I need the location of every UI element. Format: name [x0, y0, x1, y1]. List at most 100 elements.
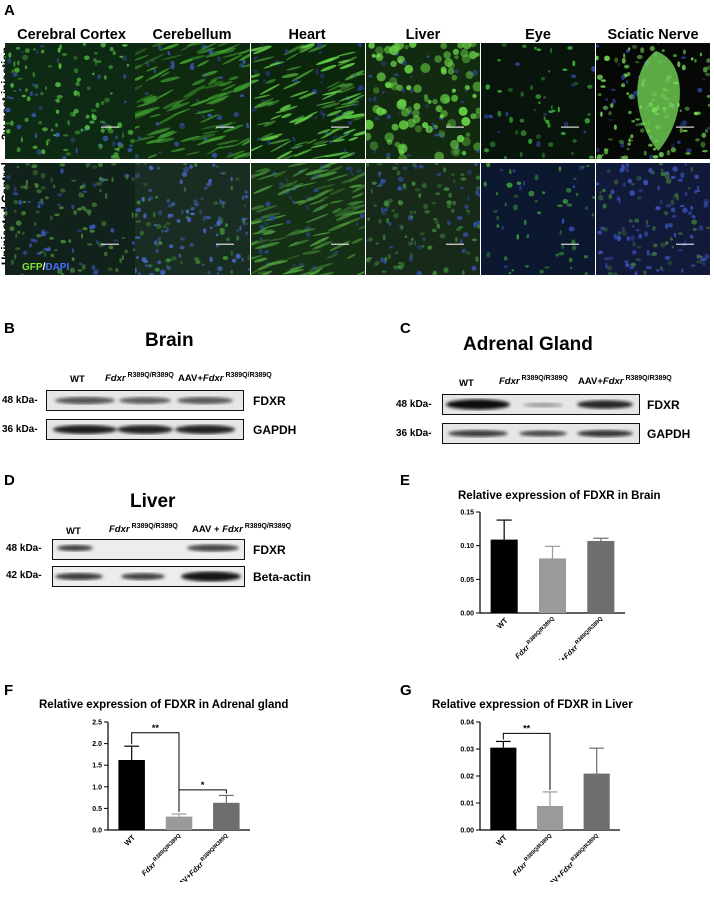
micrograph-tile	[251, 43, 365, 159]
chart-f-ytick-label: 1.0	[92, 784, 102, 791]
panel-label-b: B	[4, 320, 15, 337]
adrenal-fdxr-bands	[446, 399, 633, 410]
stain-separator: /	[42, 262, 46, 273]
micrograph-tile	[251, 163, 365, 275]
liver-kda-beta-actin: 42 kDa-	[6, 570, 42, 581]
adrenal-gapdh-bands	[448, 430, 633, 437]
chart-g-category-label: WT	[494, 833, 509, 848]
chart-f-bar	[118, 760, 145, 830]
liver-lane-aav: AAV + Fdxr R389Q/R389Q	[192, 523, 292, 536]
micrograph-tile	[481, 43, 595, 159]
blot-title-brain: Brain	[145, 330, 194, 351]
panel-label-g: G	[400, 682, 412, 699]
micrograph-tile	[5, 43, 135, 159]
liver-lane-mutant: Fdxr R389Q/R389Q	[109, 523, 178, 536]
brain-kda-gapdh: 36 kDa-	[2, 424, 38, 435]
chart-e-category-label: AAV+Fdxr R389Q/R389Q	[548, 616, 607, 660]
chart-f-bar	[165, 816, 193, 830]
chart-e-ytick-label: 0.10	[460, 543, 474, 550]
adrenal-kda-fdxr: 48 kDa-	[396, 399, 432, 410]
stain-gfp: GFP	[22, 262, 43, 273]
micrograph-tile	[5, 163, 135, 275]
brain-fdxr-bands	[55, 396, 233, 405]
panel-label-d: D	[4, 472, 15, 489]
chart-f-category-label: AAV+Fdxr R389Q/R389Q	[173, 833, 232, 882]
blot-title-adrenal-gland: Adrenal Gland	[463, 334, 593, 355]
chart-e-title: Relative expression of FDXR in Brain	[458, 490, 661, 502]
chart-f-significance-bracket	[178, 789, 227, 813]
micrograph-tile	[135, 163, 250, 275]
tissue-title-cerebral-cortex: Cerebral Cortex	[17, 27, 126, 43]
chart-f-significance-label: *	[201, 780, 205, 790]
tissue-title-sciatic-nerve: Sciatic Nerve	[607, 27, 699, 43]
micrograph-tile	[596, 43, 710, 159]
chart-e-category-label: Fdxr R389Q/R389Q	[513, 616, 558, 660]
panel-label-e: E	[400, 472, 411, 489]
chart-g-ytick-label: 0.00	[460, 828, 474, 835]
chart-g-bar	[536, 805, 564, 830]
chart-f-category-label: WT	[122, 833, 137, 848]
brain-gapdh-bands	[53, 425, 235, 434]
chart-g-ytick-label: 0.01	[460, 801, 474, 808]
liver-band-fdxr: FDXR	[253, 543, 286, 557]
chart-g-significance-bracket	[502, 732, 551, 790]
panel-label-c: C	[400, 320, 411, 337]
chart-g-bar	[583, 773, 610, 830]
chart-e-ytick-label: 0.05	[460, 577, 474, 584]
brain-band-gapdh: GAPDH	[253, 423, 297, 437]
brain-lane-aav: AAV+Fdxr R389Q/R389Q	[178, 372, 272, 385]
tissue-title-eye: Eye	[525, 27, 551, 43]
tissue-title-heart: Heart	[288, 27, 326, 43]
chart-f-bar	[213, 802, 240, 830]
chart-g-ytick-label: 0.04	[460, 720, 474, 727]
liver-lane-wt: WT	[66, 526, 81, 537]
adrenal-gapdh-strip	[442, 423, 640, 444]
chart-g-category-label: AAV+Fdxr R389Q/R389Q	[543, 833, 602, 882]
chart-f-significance-bracket	[131, 732, 180, 813]
liver-band-beta-actin: Beta-actin	[253, 570, 312, 584]
brain-band-fdxr: FDXR	[253, 394, 286, 408]
chart-e-bar	[538, 558, 567, 613]
panel-label-f: F	[4, 682, 14, 699]
chart-f-title: Relative expression of FDXR in Adrenal g…	[39, 699, 289, 711]
chart-e-ytick-label: 0.15	[460, 510, 474, 517]
liver-actin-bands	[55, 571, 241, 582]
chart-g-title: Relative expression of FDXR in Liver	[432, 699, 633, 711]
chart-g-category-label: Fdxr R389Q/R389Q	[511, 833, 556, 878]
chart-e-bar	[490, 539, 518, 613]
chart-e-bar	[587, 540, 615, 613]
liver-actin-strip	[52, 566, 245, 587]
adrenal-lane-mutant: Fdxr R389Q/R389Q	[499, 375, 568, 388]
adrenal-lane-aav: AAV+Fdxr R389Q/R389Q	[578, 375, 672, 388]
chart-e-category-label: WT	[495, 616, 510, 631]
adrenal-band-gapdh: GAPDH	[647, 427, 691, 441]
chart-f-ytick-label: 1.5	[92, 763, 102, 770]
brain-fdxr-strip	[46, 390, 244, 411]
stain-dapi: DAPI	[45, 262, 70, 273]
micrograph-tile	[481, 163, 595, 275]
chart-g-ytick-label: 0.03	[460, 747, 474, 754]
liver-fdxr-bands	[57, 544, 239, 552]
tissue-title-liver: Liver	[405, 27, 441, 43]
brain-kda-fdxr: 48 kDa-	[2, 395, 38, 406]
chart-g-ytick-label: 0.02	[460, 774, 474, 781]
stain-legend: GFP/DAPI	[22, 262, 69, 273]
chart-f-ytick-label: 0.0	[92, 828, 102, 835]
adrenal-band-fdxr: FDXR	[647, 398, 680, 412]
chart-f-ytick-label: 2.0	[92, 741, 102, 748]
tissue-title-cerebellum: Cerebellum	[152, 27, 232, 43]
brain-gapdh-strip	[46, 419, 244, 440]
micrograph-tile	[366, 163, 480, 275]
liver-kda-fdxr: 48 kDa-	[6, 543, 42, 554]
brain-lane-mutant: Fdxr R389Q/R389Q	[105, 372, 174, 385]
chart-g-significance-label: **	[523, 723, 531, 733]
adrenal-kda-gapdh: 36 kDa-	[396, 428, 432, 439]
panel-label-a: A	[4, 2, 15, 19]
brain-lane-wt: WT	[70, 374, 85, 385]
chart-e-ytick-label: 0.00	[460, 611, 474, 618]
micrograph-tile	[366, 43, 480, 159]
chart-f-significance-label: **	[152, 723, 160, 733]
